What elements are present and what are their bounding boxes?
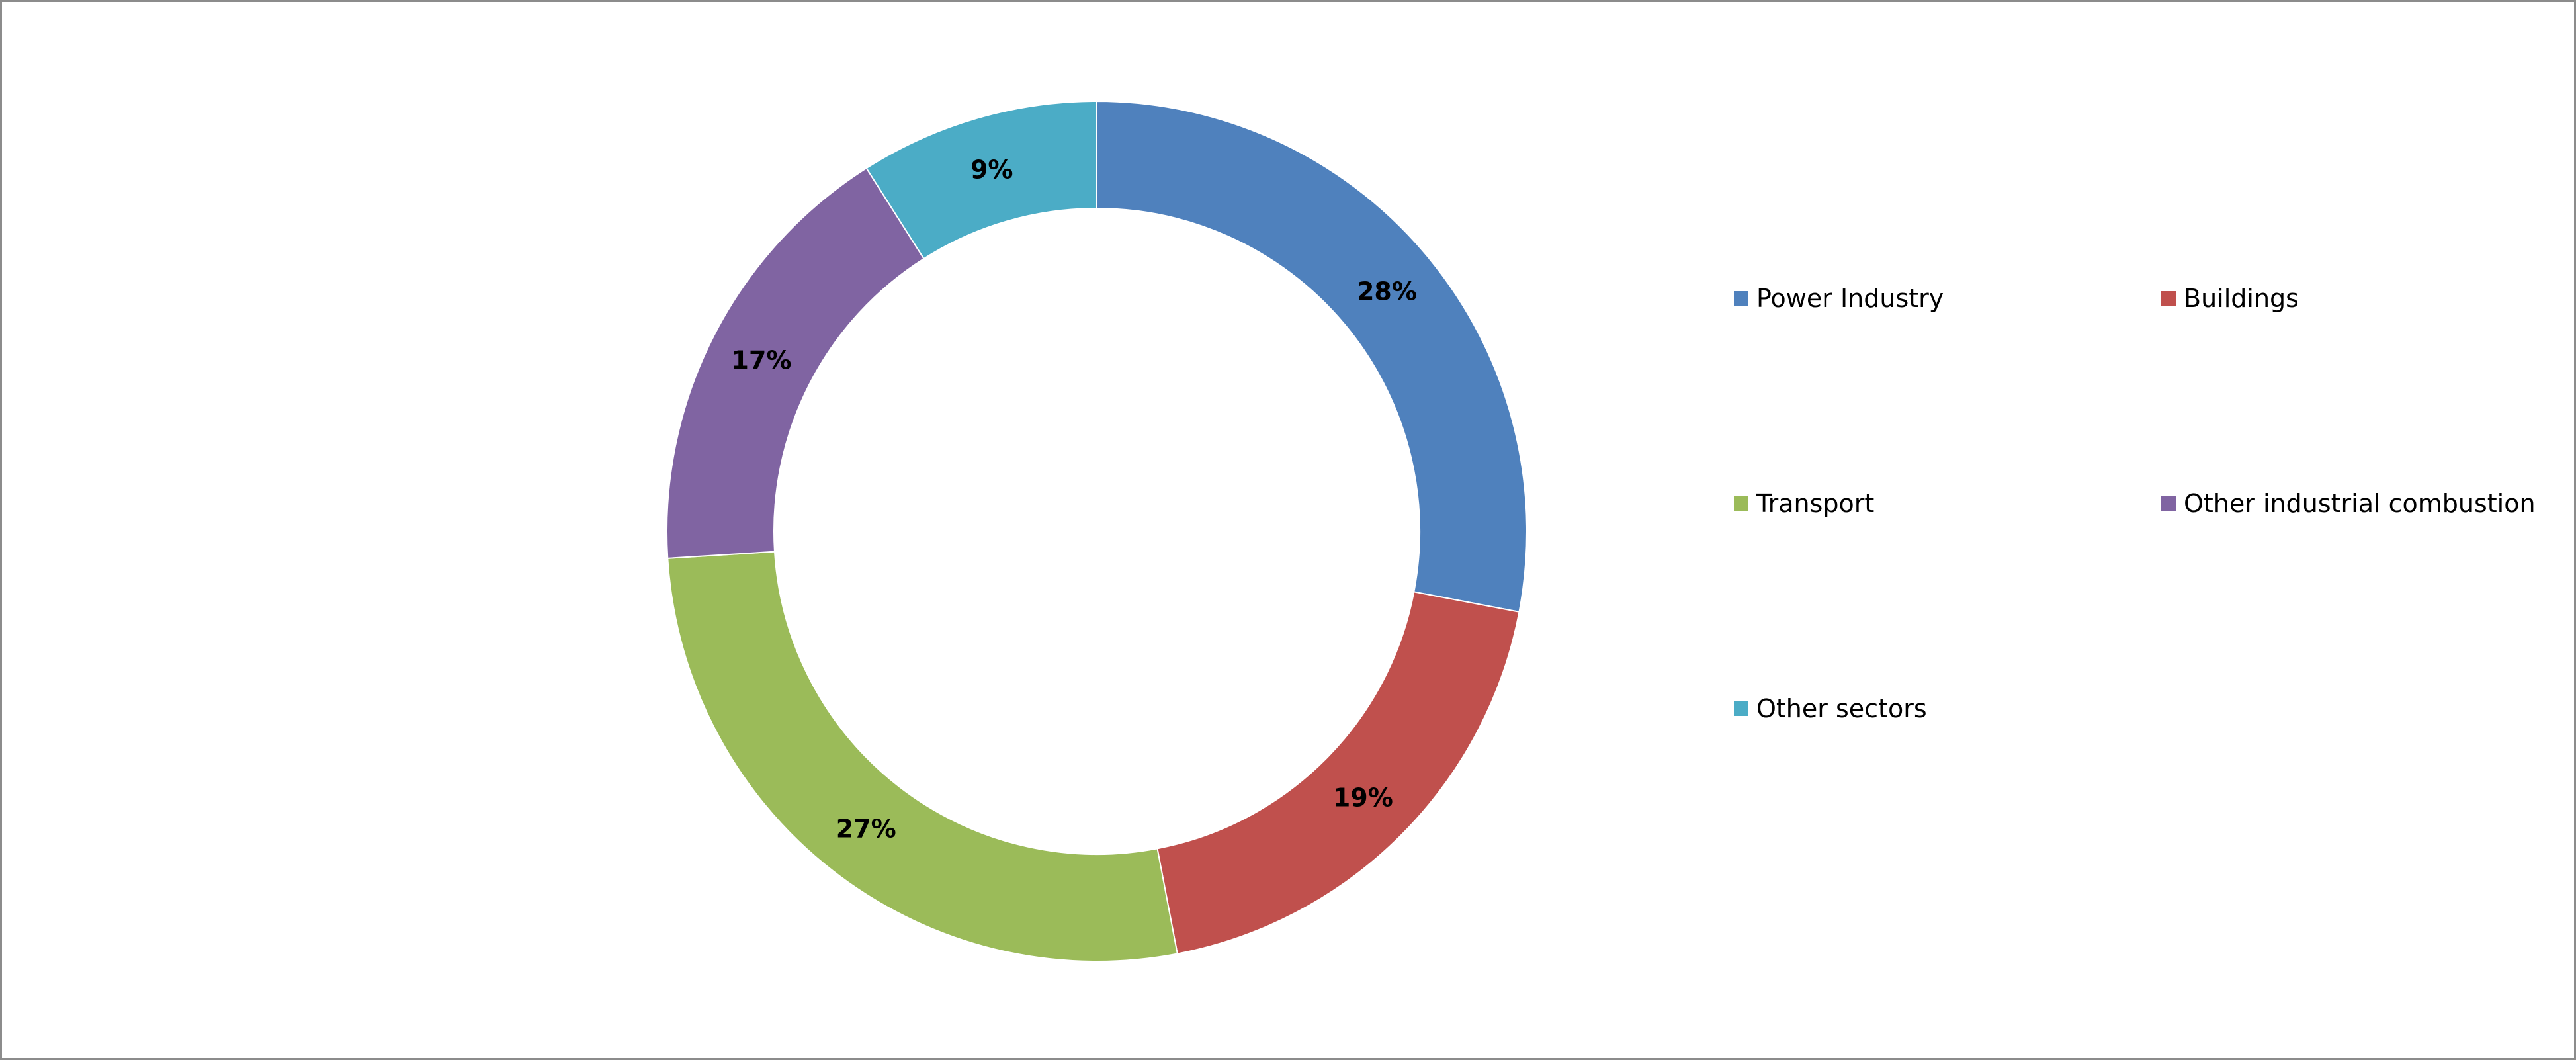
data-label-other-sectors: 9%	[970, 155, 1013, 185]
legend-swatch	[2161, 291, 2176, 306]
donut-slices	[665, 100, 1527, 962]
data-label-buildings: 19%	[1333, 783, 1393, 812]
donut-slice-other-sectors	[865, 100, 1097, 260]
legend-label: Transport	[1756, 489, 1874, 518]
legend-item-transport: Transport	[1734, 489, 1874, 518]
legend-swatch	[1734, 701, 1748, 716]
legend-item-buildings: Buildings	[2161, 284, 2299, 313]
legend-swatch	[1734, 291, 1748, 306]
donut-slice-buildings	[1156, 591, 1520, 955]
legend-label: Other industrial combustion	[2184, 489, 2536, 518]
legend-label: Buildings	[2184, 284, 2299, 313]
legend-item-other-sectors: Other sectors	[1734, 694, 1927, 723]
donut-slice-transport	[667, 551, 1178, 962]
legend-label: Other sectors	[1756, 694, 1927, 723]
legend-swatch	[2161, 496, 2176, 511]
data-label-power-industry: 28%	[1357, 277, 1417, 306]
data-labels: 28% 19% 27% 17% 9%	[732, 155, 1417, 844]
chart-legend: Power Industry Buildings Transport Other in…	[1734, 284, 2536, 723]
donut-slice-power-industry	[1096, 100, 1527, 613]
legend-item-other-industrial-combustion: Other industrial combustion	[2161, 489, 2536, 518]
donut-slice-other-industrial-combustion	[665, 167, 925, 559]
data-label-transport: 27%	[836, 815, 896, 844]
legend-item-power-industry: Power Industry	[1734, 284, 1944, 313]
data-label-other-industrial-combustion: 17%	[732, 346, 792, 375]
legend-label: Power Industry	[1756, 284, 1944, 313]
legend-swatch	[1734, 496, 1748, 511]
